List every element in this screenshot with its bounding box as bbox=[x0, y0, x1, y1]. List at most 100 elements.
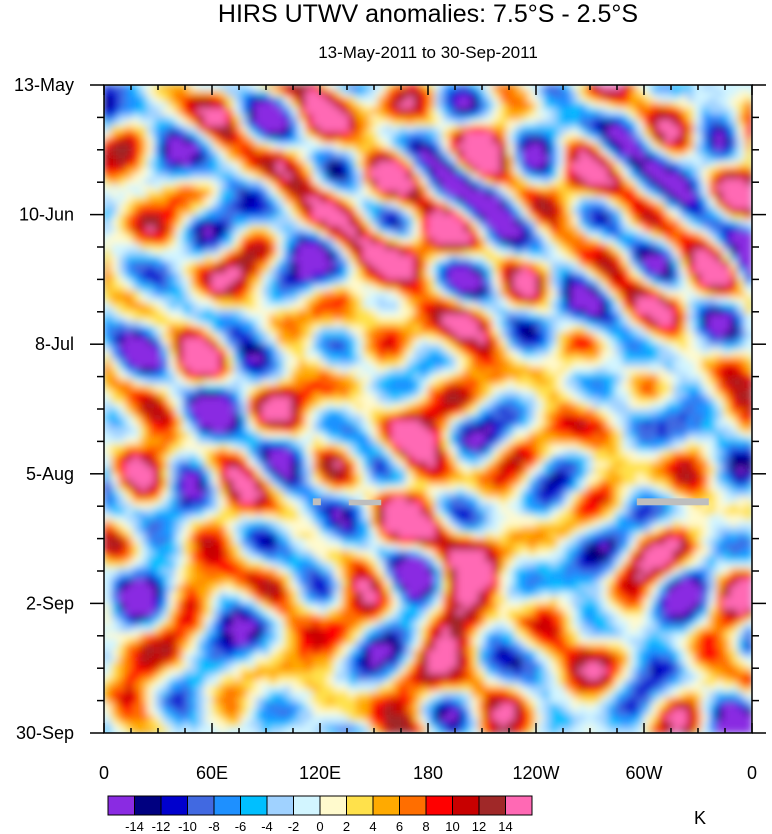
heatmap-cell bbox=[629, 391, 638, 398]
heatmap-cell bbox=[679, 231, 688, 239]
heatmap-cell bbox=[118, 408, 126, 416]
heatmap-cell bbox=[283, 373, 292, 380]
heatmap-cell bbox=[204, 373, 213, 380]
heatmap-cell bbox=[643, 338, 652, 345]
heatmap-cell bbox=[104, 149, 112, 156]
heatmap-cell bbox=[247, 261, 256, 268]
heatmap-cell bbox=[499, 267, 508, 274]
heatmap-cell bbox=[607, 96, 616, 103]
heatmap-cell bbox=[175, 338, 184, 345]
heatmap-cell bbox=[449, 326, 458, 333]
heatmap-cell bbox=[665, 208, 674, 215]
heatmap-cell bbox=[104, 261, 112, 268]
heatmap-cell bbox=[694, 349, 702, 357]
heatmap-cell bbox=[269, 361, 278, 369]
heatmap-cell bbox=[348, 149, 357, 156]
heatmap-cell bbox=[334, 102, 342, 109]
heatmap-cell bbox=[283, 155, 292, 162]
heatmap-cell bbox=[204, 314, 213, 321]
heatmap-cell bbox=[276, 385, 285, 392]
heatmap-cell bbox=[312, 296, 321, 304]
heatmap-cell bbox=[298, 120, 306, 127]
heatmap-cell bbox=[305, 326, 314, 333]
heatmap-cell bbox=[607, 396, 616, 404]
heatmap-cell bbox=[226, 173, 234, 180]
heatmap-cell bbox=[571, 114, 580, 121]
heatmap-cell bbox=[730, 190, 738, 198]
heatmap-cell bbox=[434, 237, 443, 245]
heatmap-plot-area bbox=[104, 85, 752, 733]
heatmap-cell bbox=[514, 196, 522, 204]
heatmap-cell bbox=[168, 125, 177, 133]
heatmap-cell bbox=[557, 320, 566, 327]
heatmap-cell bbox=[535, 196, 544, 204]
heatmap-cell bbox=[449, 320, 458, 327]
heatmap-cell bbox=[118, 396, 126, 404]
heatmap-cell bbox=[262, 332, 270, 339]
heatmap-cell bbox=[701, 355, 710, 363]
heatmap-cell bbox=[521, 173, 530, 180]
heatmap-cell bbox=[298, 338, 306, 345]
heatmap-cell bbox=[125, 214, 134, 221]
heatmap-cell bbox=[197, 408, 206, 416]
heatmap-cell bbox=[161, 255, 170, 263]
heatmap-cell bbox=[190, 338, 198, 345]
heatmap-cell bbox=[485, 391, 494, 398]
heatmap-cell bbox=[665, 284, 674, 292]
heatmap-cell bbox=[262, 96, 270, 103]
heatmap-cell bbox=[650, 367, 659, 374]
heatmap-cell bbox=[470, 108, 479, 115]
heatmap-cell bbox=[377, 332, 386, 339]
heatmap-cell bbox=[665, 379, 674, 386]
heatmap-cell bbox=[478, 131, 486, 139]
heatmap-cell bbox=[694, 373, 702, 380]
heatmap-cell bbox=[463, 308, 472, 316]
heatmap-cell bbox=[564, 379, 573, 386]
heatmap-cell bbox=[290, 108, 299, 115]
heatmap-cell bbox=[528, 379, 537, 386]
heatmap-cell bbox=[190, 273, 198, 280]
heatmap-cell bbox=[485, 267, 494, 274]
heatmap-cell bbox=[110, 220, 119, 227]
heatmap-cell bbox=[406, 273, 414, 280]
heatmap-cell bbox=[499, 125, 508, 133]
heatmap-cell bbox=[470, 338, 479, 345]
heatmap-cell bbox=[629, 355, 638, 363]
heatmap-cell bbox=[391, 184, 400, 192]
heatmap-cell bbox=[499, 149, 508, 156]
heatmap-cell bbox=[578, 173, 587, 180]
heatmap-cell bbox=[413, 155, 422, 162]
heatmap-cell bbox=[722, 261, 731, 268]
heatmap-cell bbox=[485, 343, 494, 351]
heatmap-cell bbox=[485, 308, 494, 316]
heatmap-cell bbox=[262, 349, 270, 357]
heatmap-cell bbox=[708, 143, 717, 151]
heatmap-cell bbox=[226, 338, 234, 345]
heatmap-cell bbox=[535, 149, 544, 156]
heatmap-cell bbox=[305, 161, 314, 168]
heatmap-cell bbox=[283, 196, 292, 204]
heatmap-cell bbox=[665, 243, 674, 251]
heatmap-cell bbox=[377, 314, 386, 321]
heatmap-cell bbox=[571, 131, 580, 139]
heatmap-cell bbox=[355, 85, 364, 92]
heatmap-cell bbox=[406, 408, 414, 416]
heatmap-cell bbox=[139, 361, 148, 369]
heatmap-cell bbox=[737, 349, 746, 357]
heatmap-cell bbox=[708, 290, 717, 298]
heatmap-cell bbox=[125, 249, 134, 257]
heatmap-cell bbox=[118, 391, 126, 398]
heatmap-cell bbox=[197, 284, 206, 292]
heatmap-cell bbox=[355, 120, 364, 127]
heatmap-cell bbox=[118, 296, 126, 304]
heatmap-cell bbox=[550, 367, 558, 374]
heatmap-cell bbox=[650, 343, 659, 351]
heatmap-cell bbox=[449, 361, 458, 369]
heatmap-cell bbox=[528, 173, 537, 180]
heatmap-cell bbox=[326, 96, 335, 103]
heatmap-cell bbox=[442, 367, 450, 374]
heatmap-cell bbox=[110, 167, 119, 174]
heatmap-cell bbox=[348, 167, 357, 174]
heatmap-cell bbox=[658, 326, 666, 333]
heatmap-cell bbox=[744, 178, 752, 186]
